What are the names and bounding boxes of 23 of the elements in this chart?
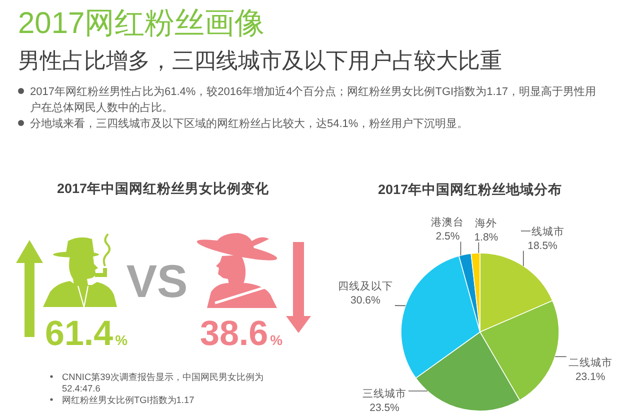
data-label: 23.1% xyxy=(575,371,606,384)
data-label: 30.6% xyxy=(350,294,380,307)
slice-label: 一线城市 xyxy=(520,224,565,238)
data-label: 1.8% xyxy=(474,231,498,244)
data-label: 61.4% xyxy=(45,314,128,353)
data-label: 38.6% xyxy=(200,314,284,353)
chart-title: 2017年中国网红粉丝地域分布 xyxy=(378,182,562,197)
data-label: 23.5% xyxy=(370,402,400,414)
slice-label: 二线城市 xyxy=(568,356,612,370)
text: 男性占比增多，三四线城市及以下用户占较大比重 xyxy=(18,48,502,73)
data-label: 2.5% xyxy=(436,230,460,243)
text: 2017年中国网红粉丝男女比例变化 xyxy=(56,180,270,196)
text: 网红粉丝男女比例TGI指数为1.17 xyxy=(62,395,194,405)
slice-label: 海外 xyxy=(475,217,498,230)
text: 2017年网红粉丝男性占比为61.4%，较2016年增加近4个百分点；网红粉丝男女比例TGI指数为1.17，明显高于男性用户在总体网民人数中的占比。 xyxy=(30,85,596,114)
text: 分地域来看，三四线城市及以下区域的网红粉丝占比较大，达54.1%，粉丝用户下沉明显。 xyxy=(30,117,468,130)
text: CNNIC第39次调查报告显示，中国网民男女比例为52.4:47.6 xyxy=(62,372,264,394)
data-label: 18.5% xyxy=(528,240,558,252)
slice-label: 四线及以下 xyxy=(338,280,393,293)
text: VS xyxy=(126,255,188,307)
slice-label: 三线城市 xyxy=(362,387,406,400)
text: 2017网红粉丝画像 xyxy=(18,7,265,40)
slice-label: 港澳台 xyxy=(431,216,464,229)
